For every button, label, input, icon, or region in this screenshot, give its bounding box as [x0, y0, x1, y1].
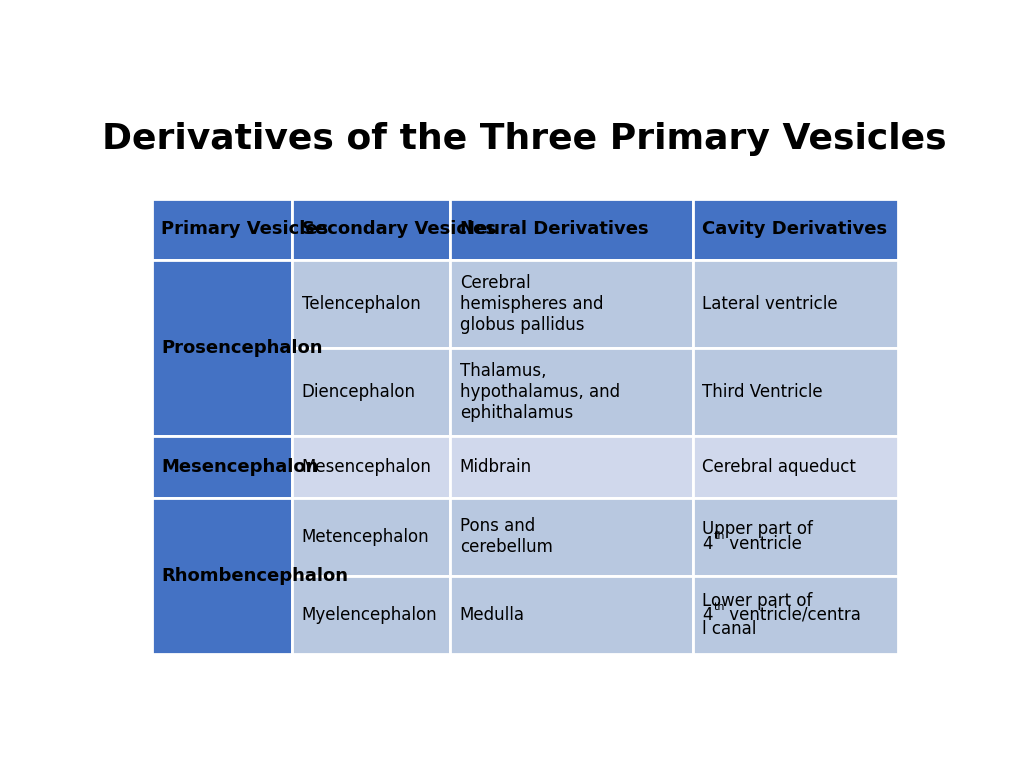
- Bar: [451, 348, 692, 436]
- Bar: [692, 576, 898, 654]
- Text: Cavity Derivatives: Cavity Derivatives: [702, 220, 887, 238]
- Bar: [451, 498, 692, 576]
- Text: Mesencephalon: Mesencephalon: [162, 458, 318, 476]
- Text: Myelencephalon: Myelencephalon: [302, 606, 437, 624]
- Bar: [152, 260, 292, 436]
- Text: th: th: [714, 601, 725, 611]
- Text: Secondary Vesicles: Secondary Vesicles: [302, 220, 496, 238]
- Text: Prosencephalon: Prosencephalon: [162, 339, 323, 357]
- Bar: [692, 498, 898, 576]
- Text: Cerebral aqueduct: Cerebral aqueduct: [702, 458, 856, 476]
- Bar: [292, 436, 451, 498]
- Bar: [152, 498, 292, 654]
- Text: Lateral ventricle: Lateral ventricle: [702, 295, 838, 313]
- Bar: [292, 348, 451, 436]
- Text: Diencephalon: Diencephalon: [302, 383, 416, 402]
- Text: Midbrain: Midbrain: [460, 458, 531, 476]
- Text: Third Ventricle: Third Ventricle: [702, 383, 823, 402]
- Bar: [692, 260, 898, 348]
- Text: th: th: [714, 531, 725, 541]
- Bar: [292, 260, 451, 348]
- Bar: [152, 199, 292, 260]
- Bar: [451, 436, 692, 498]
- Text: Thalamus,
hypothalamus, and
ephithalamus: Thalamus, hypothalamus, and ephithalamus: [460, 362, 620, 422]
- Text: Metencephalon: Metencephalon: [302, 528, 429, 546]
- Text: Rhombencephalon: Rhombencephalon: [162, 567, 348, 584]
- Text: Upper part of: Upper part of: [702, 520, 813, 538]
- Bar: [692, 436, 898, 498]
- Bar: [451, 260, 692, 348]
- Text: ventricle: ventricle: [724, 535, 802, 554]
- Bar: [451, 199, 692, 260]
- Text: Medulla: Medulla: [460, 606, 524, 624]
- Bar: [292, 576, 451, 654]
- Text: l canal: l canal: [702, 620, 757, 638]
- Text: 4: 4: [702, 535, 713, 554]
- Text: Primary Vesicles: Primary Vesicles: [162, 220, 329, 238]
- Bar: [692, 348, 898, 436]
- Text: Cerebral
hemispheres and
globus pallidus: Cerebral hemispheres and globus pallidus: [460, 274, 603, 334]
- Text: Lower part of: Lower part of: [702, 591, 813, 610]
- Text: 4: 4: [702, 606, 713, 624]
- Bar: [692, 199, 898, 260]
- Bar: [292, 498, 451, 576]
- Bar: [152, 436, 292, 498]
- Bar: [451, 576, 692, 654]
- Text: ventricle/centra: ventricle/centra: [724, 606, 861, 624]
- Bar: [292, 199, 451, 260]
- Text: Derivatives of the Three Primary Vesicles: Derivatives of the Three Primary Vesicle…: [102, 121, 947, 156]
- Text: Neural Derivatives: Neural Derivatives: [460, 220, 648, 238]
- Text: Pons and
cerebellum: Pons and cerebellum: [460, 518, 553, 556]
- Text: Mesencephalon: Mesencephalon: [302, 458, 431, 476]
- Text: Telencephalon: Telencephalon: [302, 295, 420, 313]
